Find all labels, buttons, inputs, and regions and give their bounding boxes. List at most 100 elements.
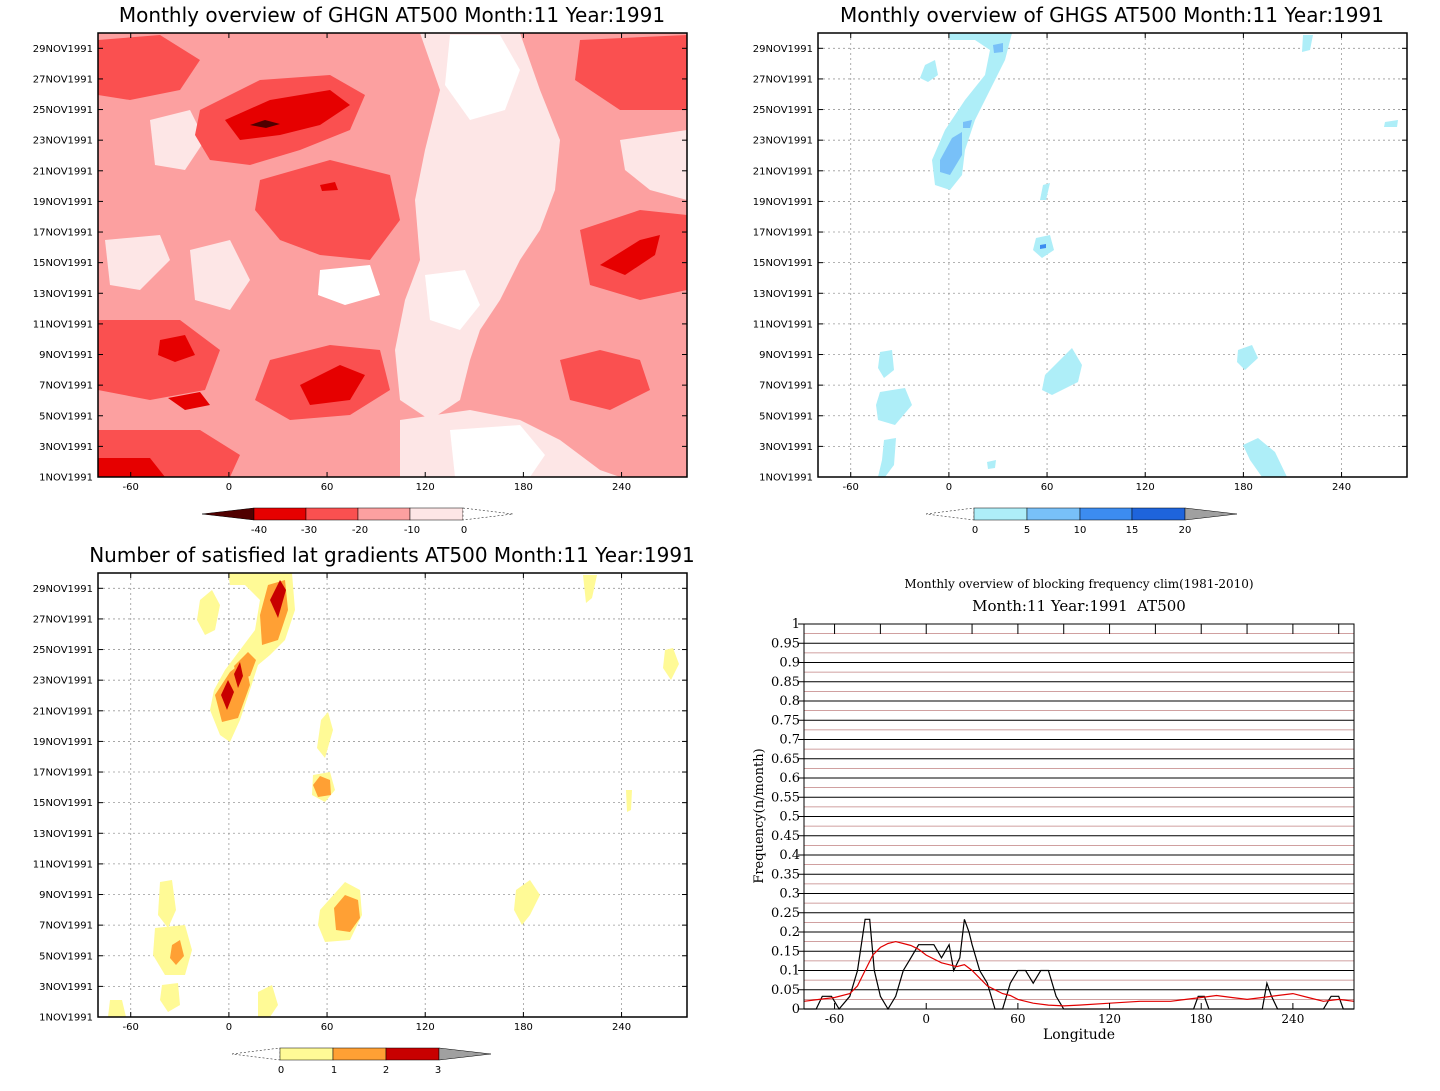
ghgs-fill-10 [940, 132, 962, 175]
ghgn-y-tick-label: 1NOV1991 [39, 473, 93, 484]
count-colorbar-label: 0 [278, 1065, 284, 1076]
count-x-tick-label: -60 [123, 1022, 139, 1033]
ghgs-colorbar-label: 20 [1179, 525, 1192, 536]
freq-title: Monthly overview of blocking frequency c… [904, 577, 1253, 591]
count-colorbar-swatch [279, 1047, 334, 1061]
ghgn-fill-positive [450, 425, 545, 477]
freq-y-tick-label: 0.35 [771, 867, 800, 882]
ghgs-colorbar-swatch [1131, 507, 1186, 521]
ghgs-y-tick-label: 29NOV1991 [753, 44, 813, 55]
ghgn-colorbar-arrow-high [462, 507, 514, 521]
ghgs-fill-5 [920, 60, 938, 82]
ghgs-fill-5 [878, 438, 896, 477]
ghgs-colorbar: 0 5 10 15 20 [925, 507, 1238, 536]
ghgs-y-tick-label: 7NOV1991 [759, 381, 813, 392]
count-frame [97, 572, 688, 1018]
ghgn-field [98, 33, 687, 477]
ghgs-x-axis: -60 0 60 120 180 240 [843, 33, 1351, 493]
count-y-axis: 1NOV1991 3NOV1991 5NOV1991 7NOV1991 9NOV1991… [33, 584, 687, 1024]
count-fill-3 [270, 580, 286, 618]
ghgs-colorbar-label: 15 [1126, 525, 1139, 536]
count-fill-1 [317, 712, 333, 758]
count-fill-1 [663, 648, 679, 680]
ghgs-field [876, 33, 1398, 477]
ghgn-x-tick-label: 60 [321, 482, 334, 493]
ghgn-colorbar-swatch [409, 507, 464, 521]
ghgs-fill-5 [1237, 345, 1258, 370]
freq-y-tick-label: 0.5 [779, 810, 800, 825]
ghgs-y-tick-label: 27NOV1991 [753, 74, 813, 85]
freq-subtitle: Month:11 Year:1991 AT500 [972, 597, 1186, 615]
count-y-tick-label: 21NOV1991 [33, 706, 93, 717]
freq-y-tick-label: 0.05 [771, 983, 800, 998]
ghgn-fill-minus40 [320, 182, 338, 191]
ghgn-fill-minus40 [300, 365, 365, 405]
ghgn-fill-zero-band [620, 130, 687, 200]
count-y-tick-label: 23NOV1991 [33, 676, 93, 687]
count-y-tick-label: 13NOV1991 [33, 829, 93, 840]
count-fill-1 [197, 590, 220, 635]
ghgn-y-tick-label: 15NOV1991 [33, 258, 93, 269]
count-colorbar-arrow-low [231, 1047, 281, 1061]
ghgs-fill-5 [1040, 183, 1050, 200]
ghgn-fill-positive [425, 270, 480, 330]
ghgn-y-tick-label: 11NOV1991 [33, 319, 93, 330]
freq-x-tick-label: 120 [1098, 1012, 1121, 1026]
ghgs-colorbar-swatch [1026, 507, 1081, 521]
ghgs-colorbar-arrow-high [1184, 507, 1238, 521]
ghgn-y-tick-label: 17NOV1991 [33, 228, 93, 239]
count-x-tick-label: 0 [226, 1022, 232, 1033]
freq-y-tick-label: 0 [792, 1002, 800, 1017]
ghgs-colorbar-swatch [1079, 507, 1133, 521]
freq-panel: Monthly overview of blocking frequency c… [752, 577, 1355, 1043]
ghgs-colorbar-arrow-low [925, 507, 975, 521]
count-y-tick-label: 1NOV1991 [39, 1013, 93, 1024]
ghgs-colorbar-swatch [973, 507, 1028, 521]
count-y-tick-label: 27NOV1991 [33, 614, 93, 625]
ghgs-x-tick-label: 60 [1041, 482, 1054, 493]
freq-y-tick-label: 0.4 [779, 848, 800, 863]
count-fill-1 [583, 575, 597, 603]
ghgn-title: Monthly overview of GHGN AT500 Month:11 … [119, 3, 665, 27]
count-colorbar-label: 2 [383, 1065, 389, 1076]
count-fill-1 [626, 790, 632, 812]
freq-y-tick-label: 0.55 [771, 790, 800, 805]
ghgs-y-tick-label: 23NOV1991 [753, 136, 813, 147]
ghgn-y-tick-label: 25NOV1991 [33, 105, 93, 116]
ghgn-colorbar-arrow-low [201, 507, 255, 521]
freq-y-tick-label: 0.3 [779, 887, 800, 902]
ghgn-fill-positive [318, 265, 380, 305]
ghgn-fill-minus40 [158, 335, 195, 362]
freq-series-line-black [804, 918, 1354, 1011]
freq-x-tick-label: 180 [1190, 1012, 1213, 1026]
ghgs-x-tick-label: -60 [843, 482, 859, 493]
ghgs-frame [817, 32, 1408, 478]
count-x-tick-label: 240 [612, 1022, 631, 1033]
ghgn-y-tick-label: 3NOV1991 [39, 442, 93, 453]
count-fill-1 [160, 983, 180, 1012]
ghgs-y-tick-label: 21NOV1991 [753, 166, 813, 177]
freq-y-tick-label: 0.15 [771, 944, 800, 959]
ghgn-x-tick-label: 240 [612, 482, 631, 493]
count-x-tick-label: 60 [321, 1022, 334, 1033]
count-y-tick-label: 19NOV1991 [33, 737, 93, 748]
ghgn-y-axis: 1NOV1991 3NOV1991 5NOV1991 7NOV1991 9NOV1991… [33, 44, 687, 484]
ghgn-fill-minus30 [575, 35, 687, 110]
ghgs-fill-5 [1042, 348, 1082, 395]
ghgs-y-tick-label: 25NOV1991 [753, 105, 813, 116]
count-colorbar-label: 1 [331, 1065, 337, 1076]
ghgs-panel: Monthly overview of GHGS AT500 Month:11 … [753, 3, 1408, 536]
freq-y-tick-label: 0.9 [779, 656, 800, 671]
ghgn-fill-minus30 [98, 35, 200, 100]
ghgs-fill-5 [876, 388, 912, 425]
ghgn-fill-minus40 [225, 90, 350, 140]
ghgn-x-tick-label: 120 [416, 482, 435, 493]
ghgn-fill-zero-band [150, 110, 205, 170]
count-x-axis: -60 0 60 120 180 240 [123, 573, 631, 1033]
count-title: Number of satisfied lat gradients AT500 … [89, 543, 695, 567]
ghgs-y-tick-label: 1NOV1991 [759, 473, 813, 484]
ghgn-y-tick-label: 9NOV1991 [39, 350, 93, 361]
ghgn-colorbar-label: -30 [301, 525, 317, 536]
ghgs-fill-10 [963, 120, 972, 128]
ghgs-y-tick-label: 11NOV1991 [753, 319, 813, 330]
